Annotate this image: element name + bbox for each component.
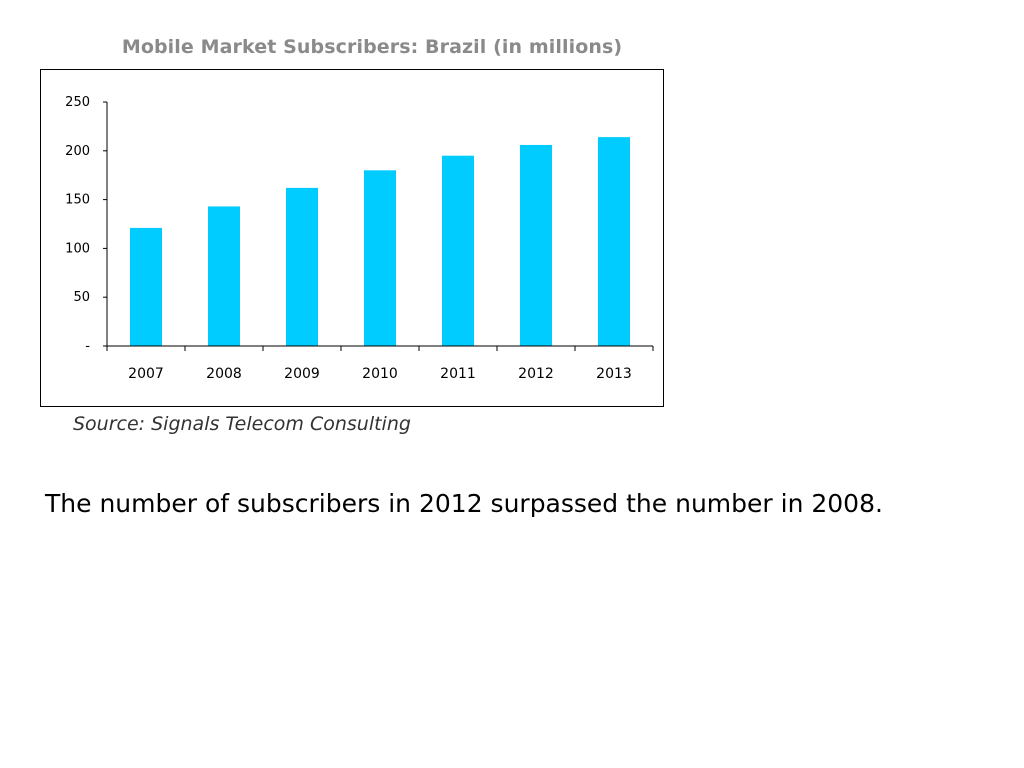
bar-chart: - 50 100 150 200 250 2007 2008 2009 2010 2011 2012… [65, 95, 654, 382]
y-tick-label: 200 [65, 144, 90, 159]
chart-title: Mobile Market Subscribers: Brazil (in mi… [121, 36, 623, 58]
y-tick-label: 150 [65, 193, 90, 208]
bar-2008 [208, 206, 240, 346]
bar-2010 [364, 170, 396, 346]
x-tick-label: 2010 [362, 366, 398, 382]
x-tick-label: 2007 [128, 366, 164, 382]
x-tick-label: 2008 [206, 366, 242, 382]
y-tick-label: 100 [65, 241, 90, 256]
bar-2012 [520, 144, 552, 346]
bar-2013 [598, 137, 630, 346]
bar-2007 [130, 227, 162, 346]
bars [130, 137, 630, 346]
x-tick-label: 2013 [596, 366, 632, 382]
x-tick-label: 2012 [518, 366, 554, 382]
bar-2009 [286, 187, 318, 346]
chart-frame: - 50 100 150 200 250 2007 2008 2009 2010 2011 2012… [40, 69, 664, 407]
x-axis-ticks: 2007 2008 2009 2010 2011 2012 2013 [106, 346, 654, 382]
y-tick-label: - [85, 339, 90, 354]
source-note: Source: Signals Telecom Consulting [73, 413, 411, 435]
x-tick-label: 2009 [284, 366, 320, 382]
y-tick-label: 50 [73, 290, 90, 305]
x-tick-label: 2011 [440, 366, 476, 382]
caption-text: The number of subscribers in 2012 surpas… [45, 489, 883, 518]
y-tick-label: 250 [65, 95, 90, 110]
bar-2011 [442, 155, 474, 346]
y-axis-ticks: - 50 100 150 200 250 [65, 95, 107, 354]
